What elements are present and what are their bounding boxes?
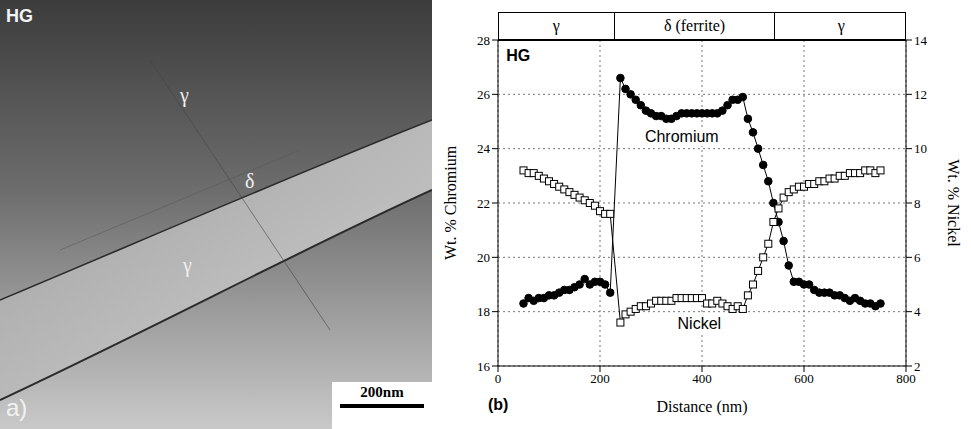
- html-text:γ: γ: [837, 17, 845, 34]
- html-text:HG: HG: [6, 6, 33, 26]
- svg-text:Distance (nm): Distance (nm): [656, 398, 747, 416]
- svg-text:10: 10: [914, 141, 927, 156]
- svg-text:16: 16: [477, 359, 491, 374]
- html-text:Chromium: Chromium: [644, 128, 719, 145]
- html-text:Nickel: Nickel: [677, 315, 722, 333]
- svg-text:2: 2: [914, 359, 921, 374]
- html-text:HG: HG: [506, 46, 531, 64]
- html-text:a): a): [6, 394, 28, 421]
- svg-text:14: 14: [914, 33, 928, 48]
- html-text:(b): (b): [488, 396, 509, 413]
- svg-text:600: 600: [794, 371, 814, 386]
- svg-text:6: 6: [914, 250, 921, 265]
- svg-text:Wt. % Chromium: Wt. % Chromium: [442, 145, 459, 260]
- svg-text:28: 28: [477, 33, 490, 48]
- svg-text:22: 22: [477, 196, 490, 211]
- html-text:200nm: 200nm: [360, 384, 404, 400]
- svg-text:0: 0: [495, 371, 502, 386]
- svg-text:800: 800: [896, 371, 916, 386]
- svg-text:24: 24: [477, 141, 491, 156]
- svg-text:26: 26: [477, 87, 491, 102]
- svg-text:20: 20: [477, 250, 490, 265]
- svg-text:8: 8: [914, 196, 921, 211]
- html-text:γ: γ: [552, 17, 560, 34]
- svg-text:4: 4: [914, 304, 921, 319]
- svg-text:200: 200: [590, 371, 610, 386]
- html-text:δ (ferrite): δ (ferrite): [663, 17, 726, 34]
- svg-text:400: 400: [692, 371, 712, 386]
- svg-text:Wt. % Nickel: Wt. % Nickel: [945, 159, 962, 247]
- svg-text:12: 12: [914, 87, 927, 102]
- html-text:γ: γ: [180, 84, 189, 106]
- html-text:γ: γ: [183, 254, 192, 276]
- html-text:δ: δ: [245, 170, 255, 192]
- svg-text:18: 18: [477, 304, 490, 319]
